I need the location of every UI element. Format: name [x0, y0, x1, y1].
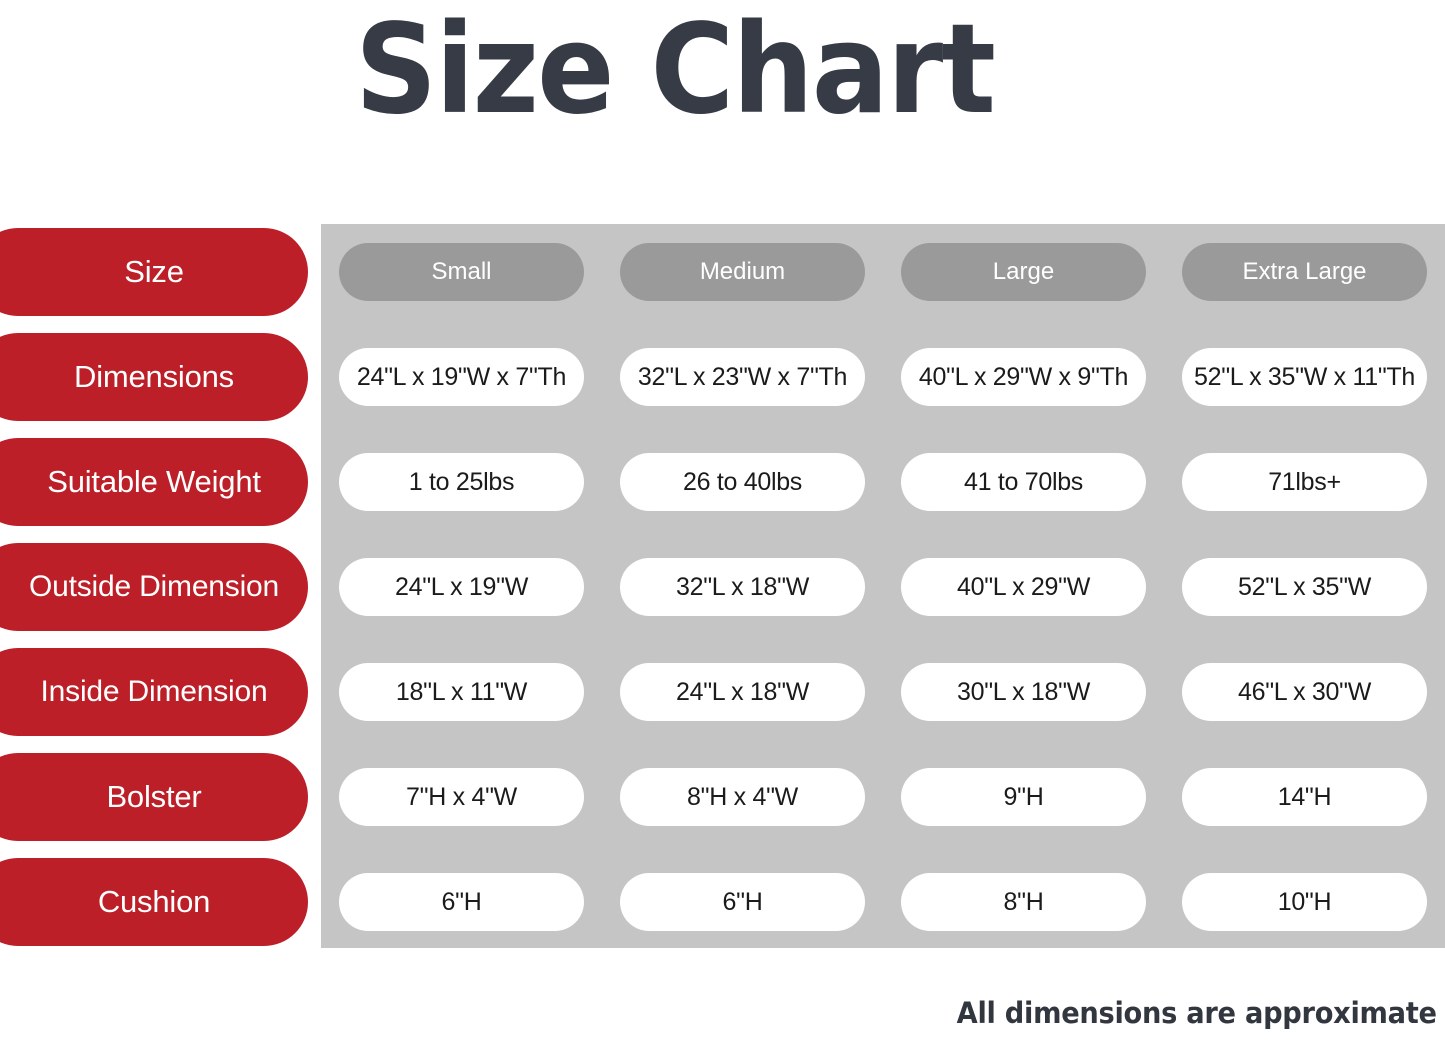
table-cell: 14"H [1182, 768, 1427, 826]
table-cell: 7"H x 4"W [339, 768, 584, 826]
table-header-row: Small Medium Large Extra Large [321, 228, 1445, 316]
column-header-large: Large [901, 243, 1146, 301]
column-header-text: Small [431, 258, 492, 285]
table-row: 1 to 25lbs 26 to 40lbs 41 to 70lbs 71lbs… [321, 438, 1445, 526]
table-cell: 52"L x 35"W [1182, 558, 1427, 616]
cell-text: 10"H [1277, 887, 1332, 916]
row-label-text: Inside Dimension [40, 675, 268, 708]
table-row: 7"H x 4"W 8"H x 4"W 9"H 14"H [321, 753, 1445, 841]
footer-note: All dimensions are approximate [956, 996, 1437, 1030]
cell-text: 41 to 70lbs [963, 467, 1083, 496]
size-chart-grid: Small Medium Large Extra Large 24"L x 19… [321, 228, 1445, 963]
cell-text: 24"L x 19"W x 7"Th [356, 362, 567, 391]
cell-text: 71lbs+ [1268, 467, 1341, 496]
table-cell: 41 to 70lbs [901, 453, 1146, 511]
table-cell: 6"H [620, 873, 865, 931]
row-label-text: Outside Dimension [28, 570, 280, 603]
table-cell: 10"H [1182, 873, 1427, 931]
table-cell: 46"L x 30"W [1182, 663, 1427, 721]
cell-text: 46"L x 30"W [1237, 677, 1372, 706]
table-cell: 9"H [901, 768, 1146, 826]
table-cell: 8"H x 4"W [620, 768, 865, 826]
cell-text: 30"L x 18"W [956, 677, 1091, 706]
table-cell: 52"L x 35"W x 11"Th [1182, 348, 1427, 406]
table-cell: 71lbs+ [1182, 453, 1427, 511]
column-header-medium: Medium [620, 243, 865, 301]
column-header-extra-large: Extra Large [1182, 243, 1427, 301]
cell-text: 24"L x 19"W [394, 572, 529, 601]
column-header-small: Small [339, 243, 584, 301]
table-cell: 6"H [339, 873, 584, 931]
page-title: Size Chart [355, 0, 996, 142]
cell-text: 26 to 40lbs [682, 467, 802, 496]
row-label-text: Size [124, 254, 184, 289]
row-label-text: Cushion [97, 884, 211, 919]
table-cell: 24"L x 19"W x 7"Th [339, 348, 584, 406]
cell-text: 32"L x 18"W [675, 572, 810, 601]
cell-text: 1 to 25lbs [408, 467, 515, 496]
table-cell: 18"L x 11"W [339, 663, 584, 721]
cell-text: 9"H [1003, 782, 1044, 811]
table-cell: 26 to 40lbs [620, 453, 865, 511]
cell-text: 40"L x 29"W x 9"Th [918, 362, 1129, 391]
cell-text: 52"L x 35"W [1237, 572, 1372, 601]
cell-text: 18"L x 11"W [395, 677, 528, 706]
table-row: 24"L x 19"W 32"L x 18"W 40"L x 29"W 52"L… [321, 543, 1445, 631]
cell-text: 6"H [722, 887, 763, 916]
row-label-inside-dimension: Inside Dimension [0, 648, 308, 736]
row-label-text: Bolster [106, 779, 202, 814]
row-label-bolster: Bolster [0, 753, 308, 841]
cell-text: 8"H [1003, 887, 1044, 916]
cell-text: 32"L x 23"W x 7"Th [637, 362, 848, 391]
column-header-text: Large [992, 258, 1055, 285]
table-cell: 32"L x 23"W x 7"Th [620, 348, 865, 406]
cell-text: 8"H x 4"W [687, 782, 798, 811]
row-label-suitable-weight: Suitable Weight [0, 438, 308, 526]
cell-text: 40"L x 29"W [956, 572, 1091, 601]
table-cell: 40"L x 29"W x 9"Th [901, 348, 1146, 406]
row-label-text: Suitable Weight [47, 464, 261, 499]
row-label-outside-dimension: Outside Dimension [0, 543, 308, 631]
table-row: 24"L x 19"W x 7"Th 32"L x 23"W x 7"Th 40… [321, 333, 1445, 421]
table-cell: 40"L x 29"W [901, 558, 1146, 616]
table-cell: 32"L x 18"W [620, 558, 865, 616]
table-cell: 1 to 25lbs [339, 453, 584, 511]
table-row: 6"H 6"H 8"H 10"H [321, 858, 1445, 946]
table-cell: 24"L x 18"W [620, 663, 865, 721]
cell-text: 14"H [1277, 782, 1332, 811]
cell-text: 6"H [441, 887, 482, 916]
table-cell: 30"L x 18"W [901, 663, 1146, 721]
cell-text: 7"H x 4"W [406, 782, 517, 811]
row-label-cushion: Cushion [0, 858, 308, 946]
table-cell: 24"L x 19"W [339, 558, 584, 616]
table-row: 18"L x 11"W 24"L x 18"W 30"L x 18"W 46"L… [321, 648, 1445, 736]
table-cell: 8"H [901, 873, 1146, 931]
row-label-column: Size Dimensions Suitable Weight Outside … [0, 228, 308, 963]
column-header-text: Extra Large [1242, 258, 1367, 285]
cell-text: 24"L x 18"W [675, 677, 810, 706]
row-label-dimensions: Dimensions [0, 333, 308, 421]
row-label-text: Dimensions [74, 359, 234, 394]
cell-text: 52"L x 35"W x 11"Th [1193, 362, 1416, 391]
row-label-size: Size [0, 228, 308, 316]
column-header-text: Medium [699, 258, 786, 285]
